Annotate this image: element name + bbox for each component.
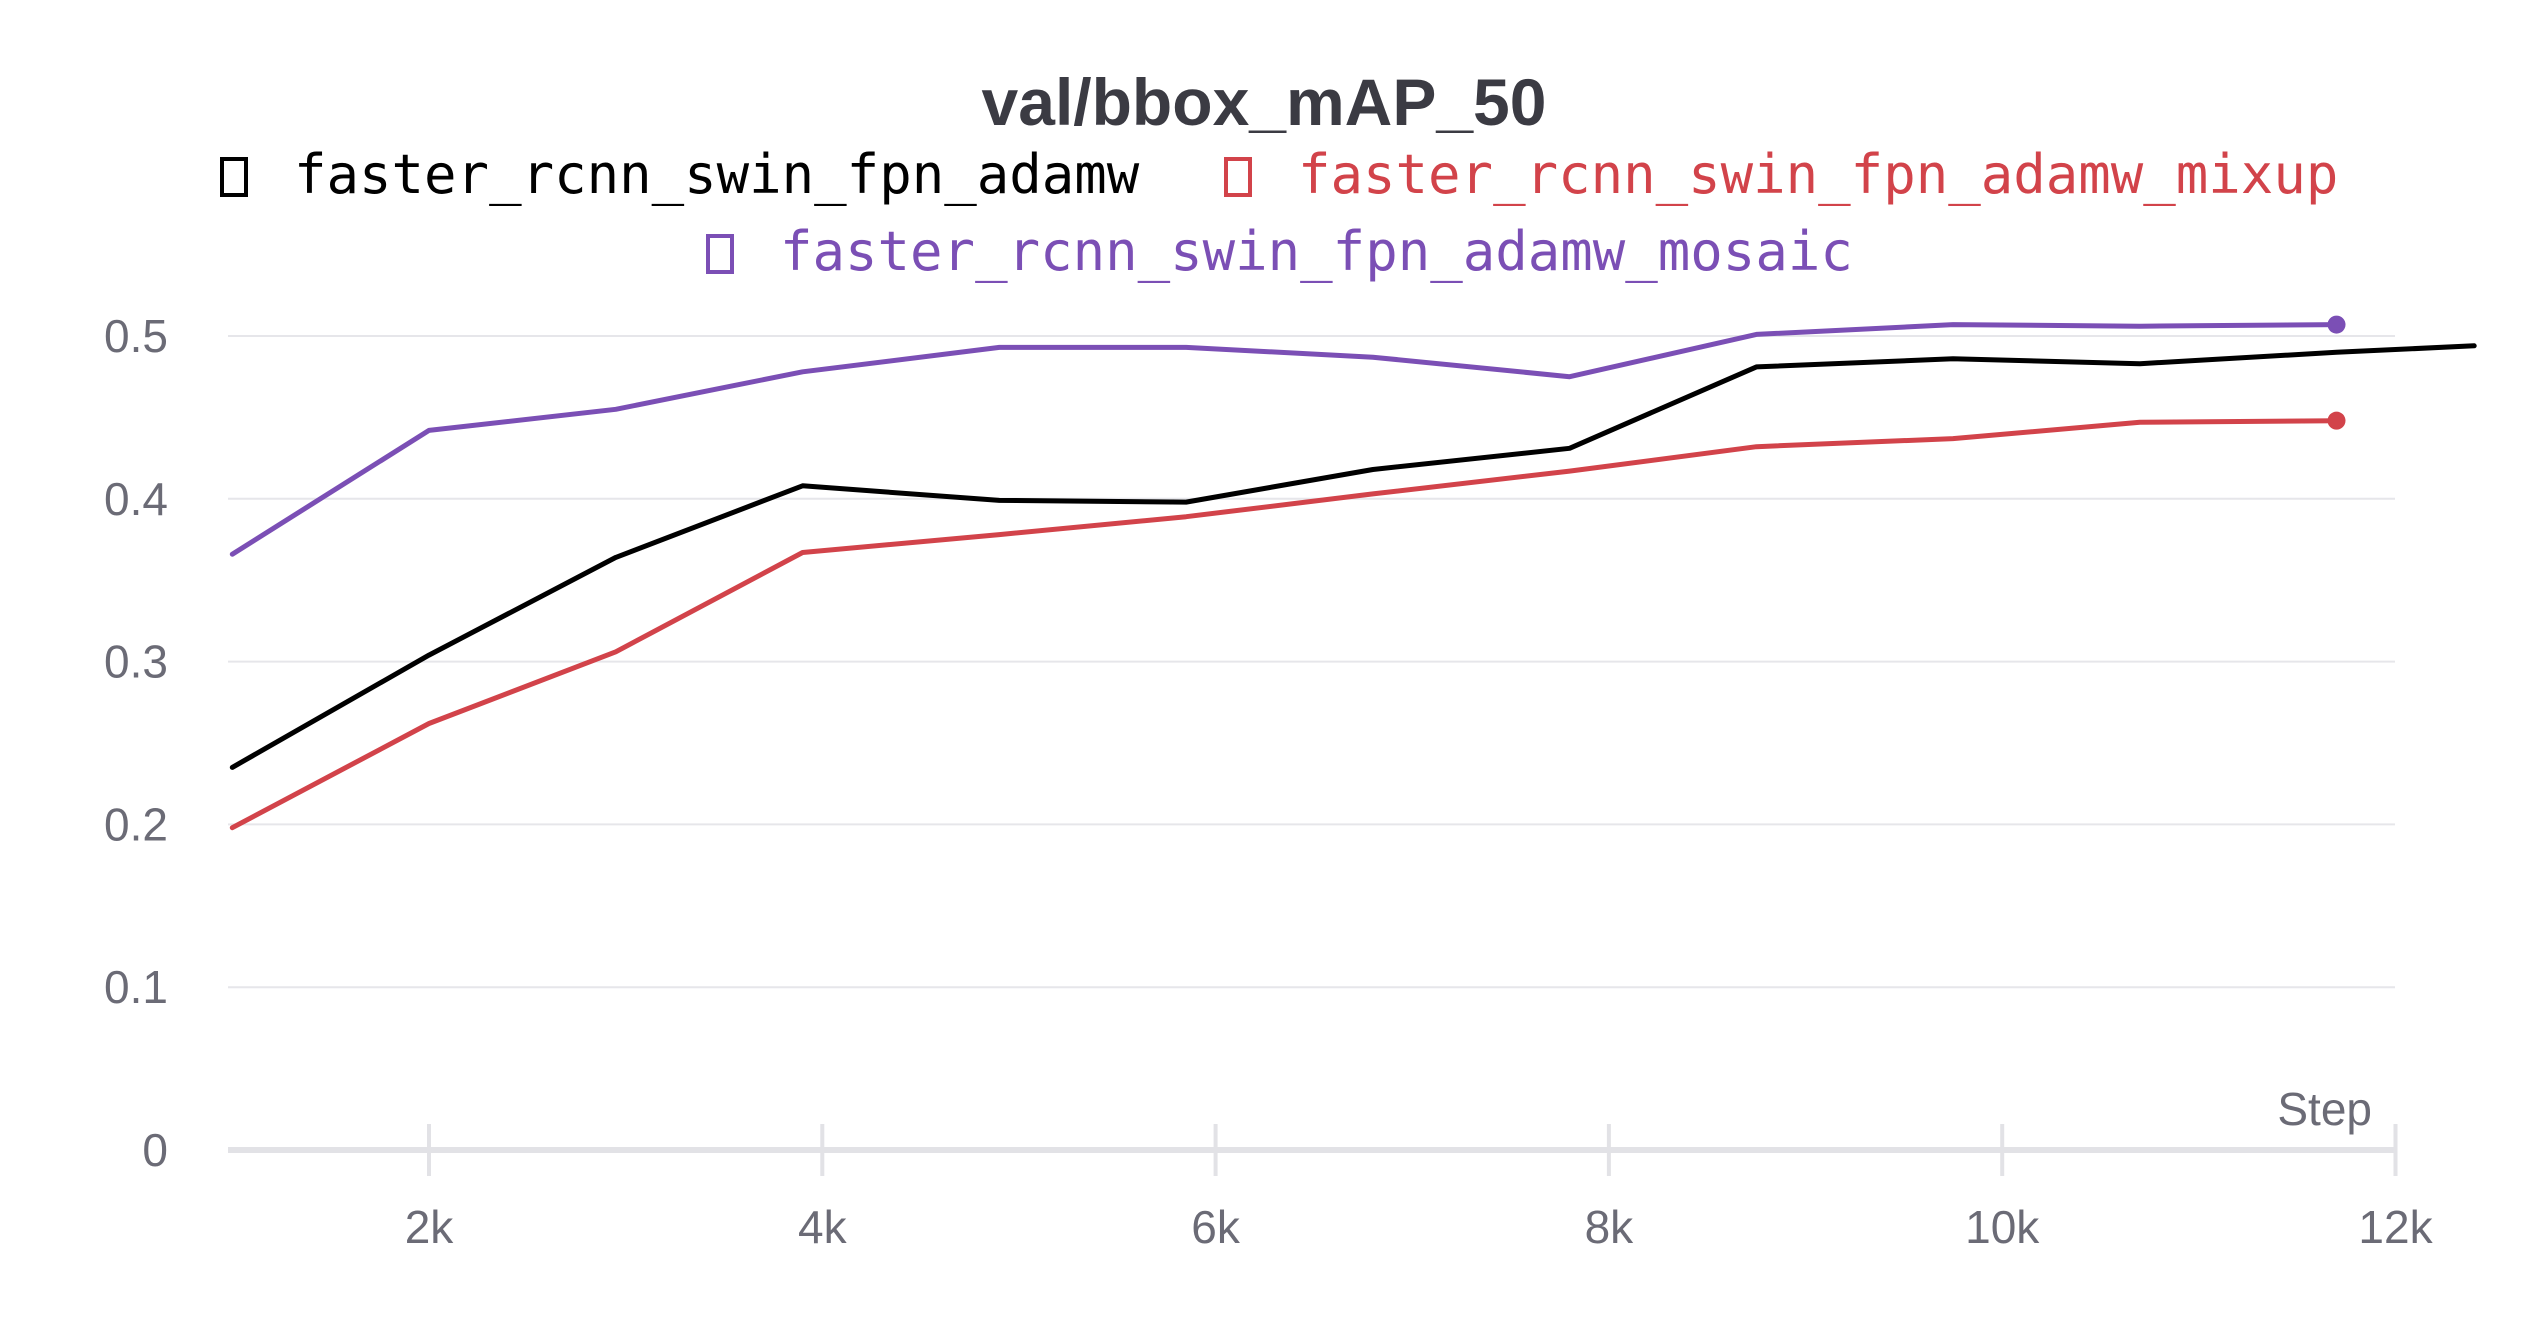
y-tick-label: 0.4 (104, 473, 168, 525)
x-tick-label: 4k (798, 1201, 848, 1253)
legend-item-label: faster_rcnn_swin_fpn_adamw (294, 143, 1140, 206)
series-line (229, 322, 2339, 557)
y-tick-label: 0.1 (104, 961, 168, 1013)
legend-swatch (220, 157, 248, 197)
series-line (229, 343, 2477, 770)
chart-title: val/bbox_mAP_50 (982, 65, 1547, 139)
x-tick-label: 12k (2358, 1201, 2433, 1253)
x-tick-label: 8k (1585, 1201, 1635, 1253)
x-axis-ticks: 2k 4k 6k 8k 10k 12k (405, 1124, 2434, 1253)
y-tick-label: 0.2 (104, 798, 168, 850)
x-tick-label: 6k (1191, 1201, 1241, 1253)
y-axis-ticks: 0 0.1 0.2 0.3 0.4 0.5 (104, 310, 168, 1176)
grid-lines (228, 335, 2395, 989)
series-lines (229, 315, 2477, 831)
legend-swatch (706, 234, 734, 274)
y-tick-label: 0.3 (104, 636, 168, 688)
x-axis-label: Step (2277, 1083, 2372, 1135)
series-end-marker (2327, 315, 2346, 334)
y-tick-label: 0 (142, 1124, 168, 1176)
series-end-marker (2327, 411, 2346, 430)
legend-swatch (1224, 157, 1252, 197)
legend: faster_rcnn_swin_fpn_adamw faster_rcnn_sw… (220, 143, 2338, 283)
legend-item-label: faster_rcnn_swin_fpn_adamw_mixup (1298, 143, 2338, 206)
x-tick-label: 10k (1965, 1201, 2040, 1253)
series-line (229, 418, 2339, 831)
y-tick-label: 0.5 (104, 310, 168, 362)
legend-item-label: faster_rcnn_swin_fpn_adamw_mosaic (780, 220, 1853, 283)
x-tick-label: 2k (405, 1201, 455, 1253)
